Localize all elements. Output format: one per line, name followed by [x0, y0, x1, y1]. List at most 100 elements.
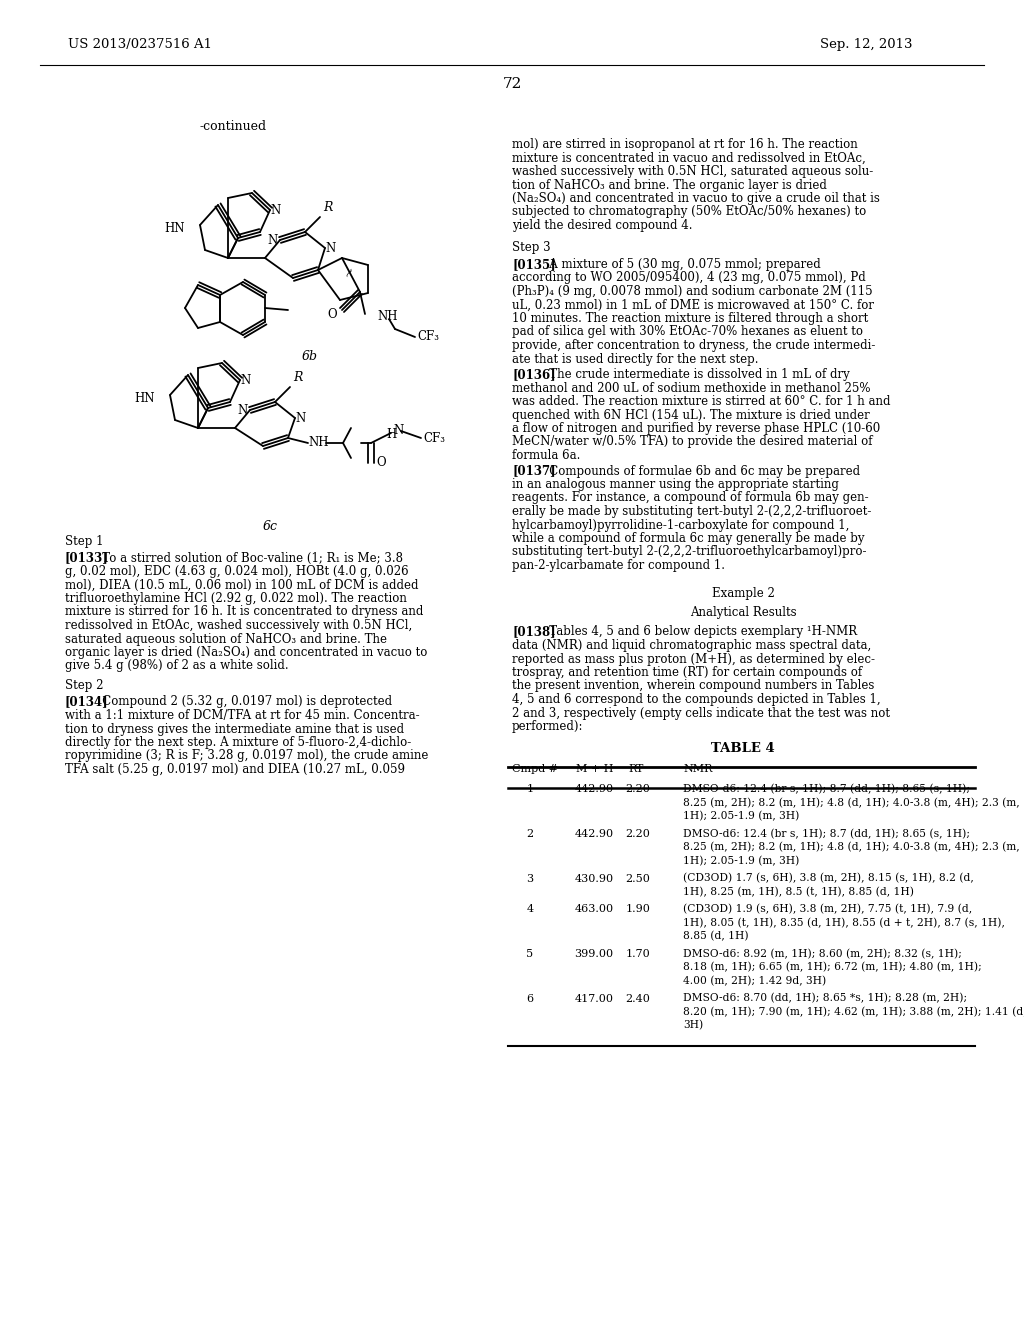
- Text: -continued: -continued: [200, 120, 267, 133]
- Text: subjected to chromatography (50% EtOAc/50% hexanes) to: subjected to chromatography (50% EtOAc/5…: [512, 206, 866, 219]
- Text: yield the desired compound 4.: yield the desired compound 4.: [512, 219, 692, 232]
- Text: tion to dryness gives the intermediate amine that is used: tion to dryness gives the intermediate a…: [65, 722, 404, 735]
- Text: 6: 6: [526, 994, 534, 1003]
- Text: CF₃: CF₃: [417, 330, 439, 343]
- Text: formula 6a.: formula 6a.: [512, 449, 581, 462]
- Text: 2.20: 2.20: [626, 784, 650, 795]
- Text: mol) are stirred in isopropanol at rt for 16 h. The reaction: mol) are stirred in isopropanol at rt fo…: [512, 139, 858, 150]
- Text: data (NMR) and liquid chromatographic mass spectral data,: data (NMR) and liquid chromatographic ma…: [512, 639, 871, 652]
- Text: washed successively with 0.5N HCl, saturated aqueous solu-: washed successively with 0.5N HCl, satur…: [512, 165, 873, 178]
- Text: R: R: [323, 201, 333, 214]
- Text: N: N: [325, 242, 335, 255]
- Text: N: N: [393, 425, 403, 437]
- Text: with a 1:1 mixture of DCM/TFA at rt for 45 min. Concentra-: with a 1:1 mixture of DCM/TFA at rt for …: [65, 709, 420, 722]
- Text: 399.00: 399.00: [574, 949, 613, 960]
- Text: 8.25 (m, 2H); 8.2 (m, 1H); 4.8 (d, 1H); 4.0-3.8 (m, 4H); 2.3 (m,: 8.25 (m, 2H); 8.2 (m, 1H); 4.8 (d, 1H); …: [683, 797, 1020, 808]
- Text: trifluoroethylamine HCl (2.92 g, 0.022 mol). The reaction: trifluoroethylamine HCl (2.92 g, 0.022 m…: [65, 591, 407, 605]
- Text: directly for the next step. A mixture of 5-fluoro-2,4-dichlo-: directly for the next step. A mixture of…: [65, 737, 412, 748]
- Text: N: N: [295, 412, 305, 425]
- Text: ropyrimidine (3; R is F; 3.28 g, 0.0197 mol), the crude amine: ropyrimidine (3; R is F; 3.28 g, 0.0197 …: [65, 750, 428, 763]
- Text: Cmpd #: Cmpd #: [512, 764, 558, 774]
- Text: H: H: [386, 429, 396, 441]
- Text: Step 3: Step 3: [512, 240, 551, 253]
- Text: NH: NH: [377, 309, 397, 322]
- Text: [0138]: [0138]: [512, 626, 556, 639]
- Text: 2: 2: [526, 829, 534, 840]
- Text: N: N: [240, 374, 250, 387]
- Text: N: N: [270, 203, 281, 216]
- Text: DMSO-d6: 12.4 (br s, 1H); 8.7 (dd, 1H); 8.65 (s, 1H);: DMSO-d6: 12.4 (br s, 1H); 8.7 (dd, 1H); …: [683, 784, 970, 795]
- Text: pan-2-ylcarbamate for compound 1.: pan-2-ylcarbamate for compound 1.: [512, 558, 725, 572]
- Text: [0136]: [0136]: [512, 368, 556, 381]
- Text: 2 and 3, respectively (empty cells indicate that the test was not: 2 and 3, respectively (empty cells indic…: [512, 706, 890, 719]
- Text: erally be made by substituting tert-butyl 2-(2,2,2-trifluoroet-: erally be made by substituting tert-buty…: [512, 506, 871, 517]
- Text: TABLE 4: TABLE 4: [711, 742, 775, 755]
- Text: 8.85 (d, 1H): 8.85 (d, 1H): [683, 931, 749, 941]
- Text: 430.90: 430.90: [574, 874, 613, 883]
- Text: TFA salt (5.25 g, 0.0197 mol) and DIEA (10.27 mL, 0.059: TFA salt (5.25 g, 0.0197 mol) and DIEA (…: [65, 763, 406, 776]
- Text: [0135]: [0135]: [512, 257, 556, 271]
- Text: HN: HN: [134, 392, 155, 404]
- Text: O: O: [376, 457, 386, 470]
- Text: 442.90: 442.90: [574, 784, 613, 795]
- Text: US 2013/0237516 A1: US 2013/0237516 A1: [68, 38, 212, 51]
- Text: HN: HN: [165, 222, 185, 235]
- Text: according to WO 2005/095400), 4 (23 mg, 0.075 mmol), Pd: according to WO 2005/095400), 4 (23 mg, …: [512, 272, 865, 285]
- Text: 1.70: 1.70: [626, 949, 650, 960]
- Text: 1H); 2.05-1.9 (m, 3H): 1H); 2.05-1.9 (m, 3H): [683, 812, 800, 821]
- Text: Compound 2 (5.32 g, 0.0197 mol) is deprotected: Compound 2 (5.32 g, 0.0197 mol) is depro…: [91, 696, 392, 709]
- Text: Step 1: Step 1: [65, 535, 103, 548]
- Text: 1.90: 1.90: [626, 904, 650, 915]
- Text: 5: 5: [526, 949, 534, 960]
- Text: 8.25 (m, 2H); 8.2 (m, 1H); 4.8 (d, 1H); 4.0-3.8 (m, 4H); 2.3 (m,: 8.25 (m, 2H); 8.2 (m, 1H); 4.8 (d, 1H); …: [683, 842, 1020, 853]
- Text: quenched with 6N HCl (154 uL). The mixture is dried under: quenched with 6N HCl (154 uL). The mixtu…: [512, 408, 869, 421]
- Text: 463.00: 463.00: [574, 904, 613, 915]
- Text: To a stirred solution of Boc-valine (1; R₁ is Me; 3.8: To a stirred solution of Boc-valine (1; …: [91, 552, 402, 565]
- Text: performed):: performed):: [512, 719, 584, 733]
- Text: 8.20 (m, 1H); 7.90 (m, 1H); 4.62 (m, 1H); 3.88 (m, 2H); 1.41 (d,: 8.20 (m, 1H); 7.90 (m, 1H); 4.62 (m, 1H)…: [683, 1007, 1024, 1016]
- Text: DMSO-d6: 8.70 (dd, 1H); 8.65 *s, 1H); 8.28 (m, 2H);: DMSO-d6: 8.70 (dd, 1H); 8.65 *s, 1H); 8.…: [683, 993, 967, 1003]
- Text: g, 0.02 mol), EDC (4.63 g, 0.024 mol), HOBt (4.0 g, 0.026: g, 0.02 mol), EDC (4.63 g, 0.024 mol), H…: [65, 565, 409, 578]
- Text: 3H): 3H): [683, 1020, 703, 1031]
- Text: substituting tert-butyl 2-(2,2,2-trifluoroethylcarbamoyl)pro-: substituting tert-butyl 2-(2,2,2-trifluo…: [512, 545, 866, 558]
- Text: pad of silica gel with 30% EtOAc-70% hexanes as eluent to: pad of silica gel with 30% EtOAc-70% hex…: [512, 326, 863, 338]
- Text: NH: NH: [308, 437, 329, 450]
- Text: 2.50: 2.50: [626, 874, 650, 883]
- Text: 2.40: 2.40: [626, 994, 650, 1003]
- Text: Step 2: Step 2: [65, 678, 103, 692]
- Text: was added. The reaction mixture is stirred at 60° C. for 1 h and: was added. The reaction mixture is stirr…: [512, 395, 891, 408]
- Text: DMSO-d6: 8.92 (m, 1H); 8.60 (m, 2H); 8.32 (s, 1H);: DMSO-d6: 8.92 (m, 1H); 8.60 (m, 2H); 8.3…: [683, 949, 962, 960]
- Text: ~: ~: [341, 263, 359, 281]
- Text: CF₃: CF₃: [423, 433, 445, 446]
- Text: [0133]: [0133]: [65, 552, 109, 565]
- Text: in an analogous manner using the appropriate starting: in an analogous manner using the appropr…: [512, 478, 839, 491]
- Text: 417.00: 417.00: [574, 994, 613, 1003]
- Text: methanol and 200 uL of sodium methoxide in methanol 25%: methanol and 200 uL of sodium methoxide …: [512, 381, 870, 395]
- Text: give 5.4 g (98%) of 2 as a white solid.: give 5.4 g (98%) of 2 as a white solid.: [65, 660, 289, 672]
- Text: (CD3OD) 1.7 (s, 6H), 3.8 (m, 2H), 8.15 (s, 1H), 8.2 (d,: (CD3OD) 1.7 (s, 6H), 3.8 (m, 2H), 8.15 (…: [683, 873, 974, 883]
- Text: 4, 5 and 6 correspond to the compounds depicted in Tables 1,: 4, 5 and 6 correspond to the compounds d…: [512, 693, 881, 706]
- Text: 72: 72: [503, 77, 521, 91]
- Text: (Ph₃P)₄ (9 mg, 0.0078 mmol) and sodium carbonate 2M (115: (Ph₃P)₄ (9 mg, 0.0078 mmol) and sodium c…: [512, 285, 872, 298]
- Text: Sep. 12, 2013: Sep. 12, 2013: [820, 38, 912, 51]
- Text: [0134]: [0134]: [65, 696, 109, 709]
- Text: redissolved in EtOAc, washed successively with 0.5N HCl,: redissolved in EtOAc, washed successivel…: [65, 619, 413, 632]
- Text: NMR: NMR: [683, 764, 713, 774]
- Text: uL, 0.23 mmol) in 1 mL of DME is microwaved at 150° C. for: uL, 0.23 mmol) in 1 mL of DME is microwa…: [512, 298, 874, 312]
- Text: tion of NaHCO₃ and brine. The organic layer is dried: tion of NaHCO₃ and brine. The organic la…: [512, 178, 826, 191]
- Text: RT: RT: [628, 764, 643, 774]
- Text: reagents. For instance, a compound of formula 6b may gen-: reagents. For instance, a compound of fo…: [512, 491, 868, 504]
- Text: Tables 4, 5 and 6 below depicts exemplary ¹H-NMR: Tables 4, 5 and 6 below depicts exemplar…: [538, 626, 857, 639]
- Text: Analytical Results: Analytical Results: [690, 606, 797, 619]
- Text: (Na₂SO₄) and concentrated in vacuo to give a crude oil that is: (Na₂SO₄) and concentrated in vacuo to gi…: [512, 191, 880, 205]
- Text: M + H: M + H: [575, 764, 613, 774]
- Text: 1H), 8.25 (m, 1H), 8.5 (t, 1H), 8.85 (d, 1H): 1H), 8.25 (m, 1H), 8.5 (t, 1H), 8.85 (d,…: [683, 887, 914, 898]
- Text: MeCN/water w/0.5% TFA) to provide the desired material of: MeCN/water w/0.5% TFA) to provide the de…: [512, 436, 872, 449]
- Text: 8.18 (m, 1H); 6.65 (m, 1H); 6.72 (m, 1H); 4.80 (m, 1H);: 8.18 (m, 1H); 6.65 (m, 1H); 6.72 (m, 1H)…: [683, 962, 982, 973]
- Text: 1: 1: [526, 784, 534, 795]
- Text: 442.90: 442.90: [574, 829, 613, 840]
- Text: 4: 4: [526, 904, 534, 915]
- Text: 6c: 6c: [262, 520, 278, 533]
- Text: DMSO-d6: 12.4 (br s, 1H); 8.7 (dd, 1H); 8.65 (s, 1H);: DMSO-d6: 12.4 (br s, 1H); 8.7 (dd, 1H); …: [683, 829, 970, 840]
- Text: a flow of nitrogen and purified by reverse phase HPLC (10-60: a flow of nitrogen and purified by rever…: [512, 422, 881, 436]
